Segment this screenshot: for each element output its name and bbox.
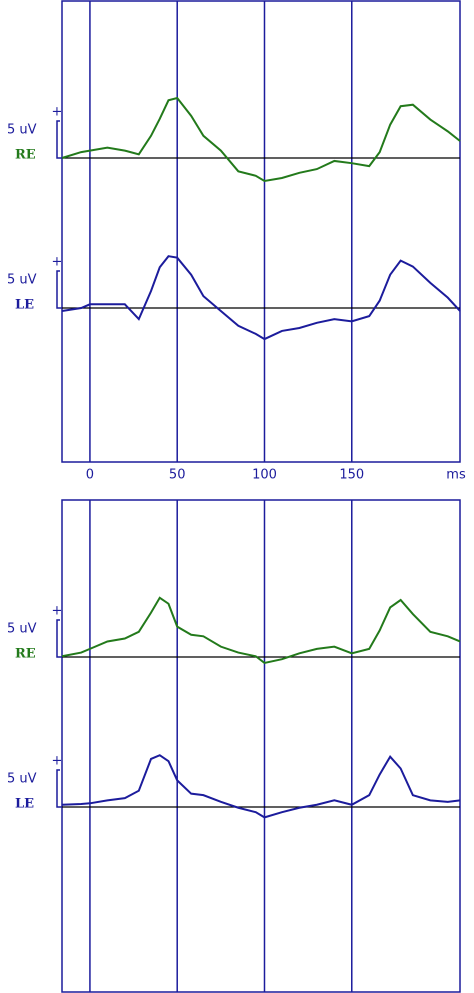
polarity-mark: +	[52, 105, 63, 120]
series-label: RE	[15, 647, 36, 662]
scale-label: 5 uV	[7, 622, 37, 637]
polarity-mark: +	[52, 604, 63, 619]
x-tick-label: 150	[339, 468, 364, 483]
scale-bar	[56, 769, 62, 808]
x-tick-label: 0	[86, 468, 94, 483]
x-unit: ms	[446, 468, 466, 483]
scale-label: 5 uV	[7, 772, 37, 787]
frame	[61, 0, 461, 463]
series-label: LE	[15, 797, 34, 812]
trace	[61, 255, 461, 341]
scale-label: 5 uV	[7, 123, 37, 138]
x-tick-label: 50	[169, 468, 186, 483]
scale-bar	[56, 619, 62, 658]
scale-bar	[56, 120, 62, 159]
polarity-mark: +	[52, 255, 63, 270]
trace	[61, 596, 461, 664]
series-label: LE	[15, 298, 34, 313]
polarity-mark: +	[52, 754, 63, 769]
scale-bar	[56, 270, 62, 309]
series-label: RE	[15, 148, 36, 163]
scale-label: 5 uV	[7, 273, 37, 288]
trace	[61, 96, 461, 182]
trace	[61, 754, 461, 819]
x-tick-label: 100	[252, 468, 277, 483]
frame	[61, 499, 461, 993]
